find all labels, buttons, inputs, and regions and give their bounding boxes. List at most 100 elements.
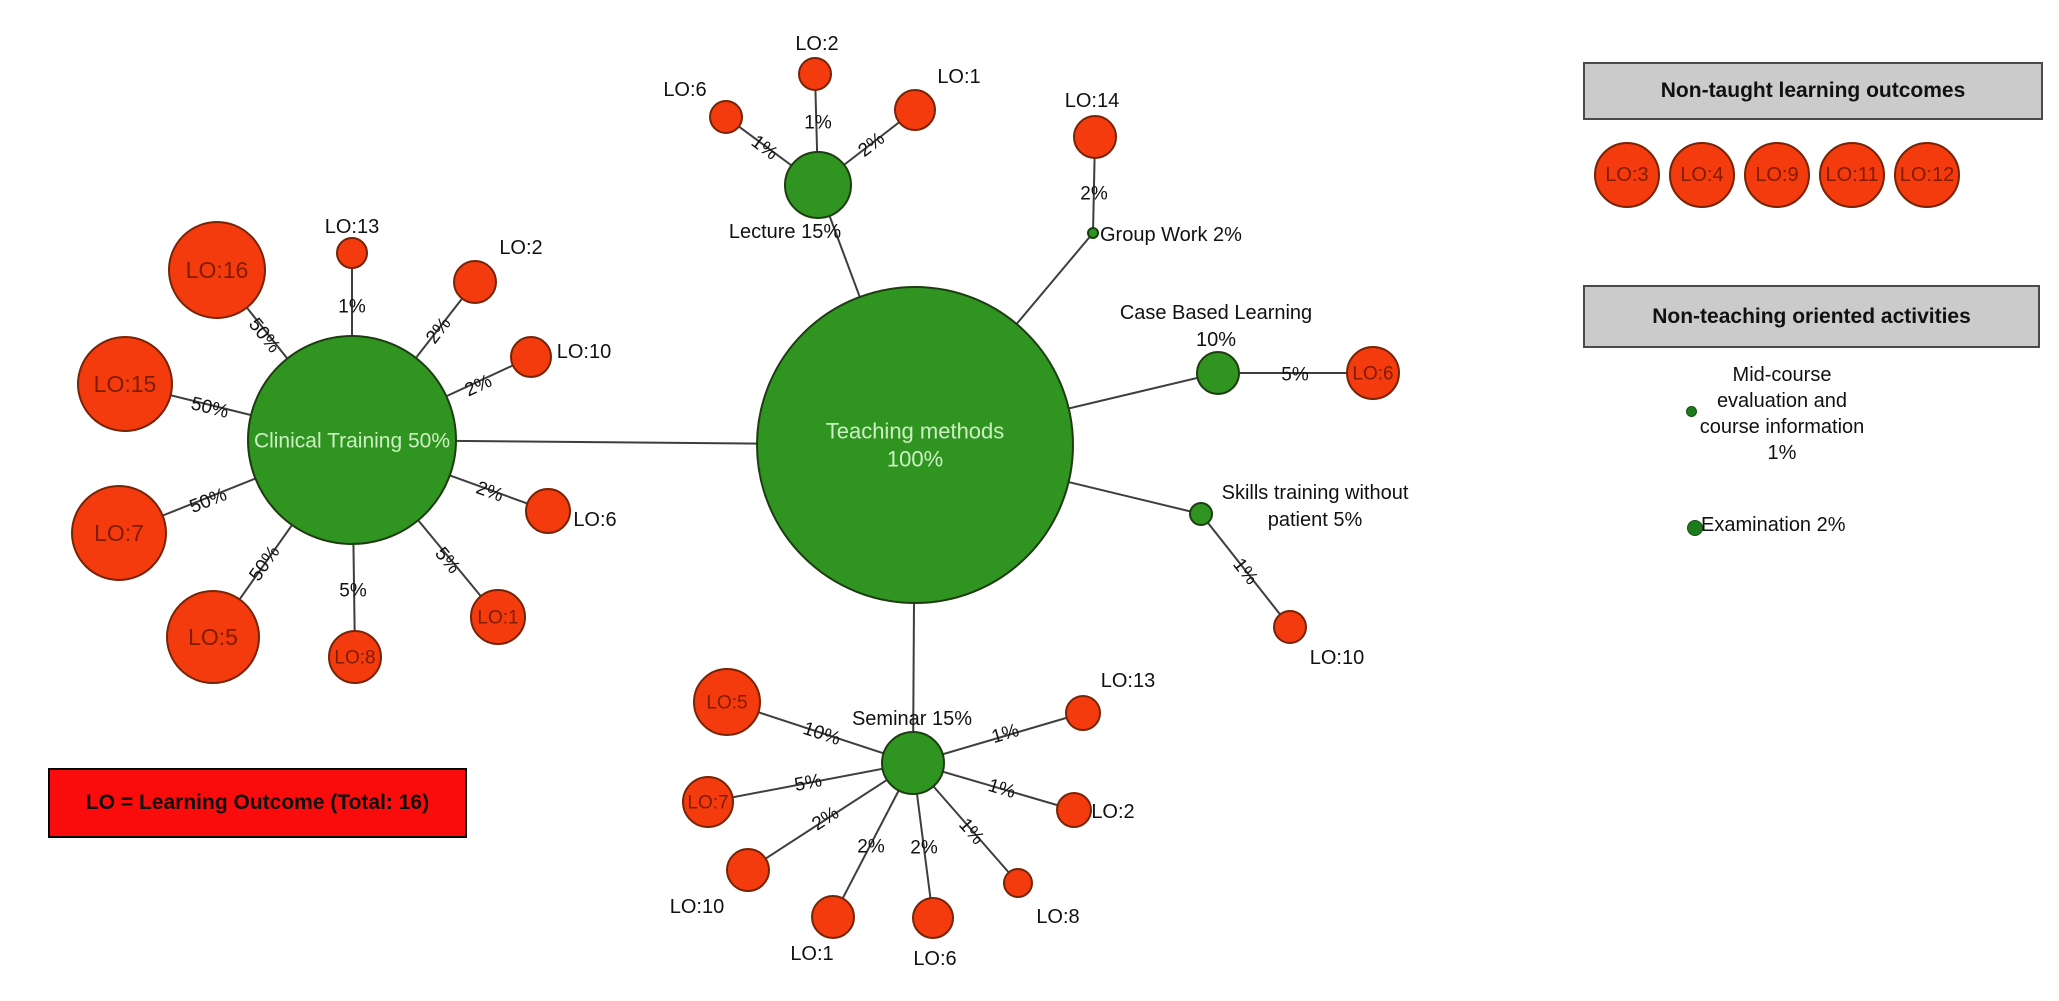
lo-node-m10 — [726, 848, 770, 892]
edge-label-seminar-m6: 2% — [910, 838, 938, 859]
non-teaching-activities-title: Non-teaching oriented activities — [1652, 304, 1971, 328]
lo-node-m7 — [682, 776, 734, 828]
lo-note-box: LO = Learning Outcome (Total: 16) — [48, 768, 467, 838]
legend-lo-lo-3: LO:3 — [1594, 142, 1660, 208]
node-label-c8: LO:8 — [334, 648, 375, 669]
method-node-cbl — [1196, 351, 1240, 395]
method-node-lecture — [784, 151, 852, 219]
lo-note-text: LO = Learning Outcome (Total: 16) — [85, 791, 430, 814]
node-label-c10: LO:10 — [557, 341, 611, 363]
edge-label-clinical-c13: 1% — [338, 297, 366, 318]
node-label-l1: LO:1 — [937, 66, 980, 88]
node-label-teaching: Teaching methods — [826, 419, 1005, 444]
edge-label-cbl-b6: 5% — [1281, 365, 1309, 386]
edge-skills-s10 — [1200, 513, 1291, 628]
lo-node-c1 — [470, 589, 526, 645]
node-label-c1: LO:1 — [477, 608, 518, 629]
node-label-skills: patient 5% — [1268, 509, 1363, 531]
lo-node-c2 — [453, 260, 497, 304]
lo-node-c5 — [166, 590, 260, 684]
method-node-groupwork — [1087, 227, 1099, 239]
examination-dot — [1687, 520, 1703, 536]
non-taught-outcomes-title: Non-taught learning outcomes — [1660, 79, 1966, 102]
legend-lo-lo-9: LO:9 — [1744, 142, 1810, 208]
edge-label-seminar-m10: 2% — [808, 803, 843, 836]
legend-lo-lo-11: LO:11 — [1819, 142, 1885, 208]
non-taught-lo-row: LO:3 LO:4 LO:9 LO:11 LO:12 — [1594, 142, 1960, 208]
edge-label-clinical-c1: 5% — [430, 543, 464, 578]
edge-label-groupwork-g14: 2% — [1080, 184, 1108, 205]
node-label-m2: LO:2 — [1091, 801, 1134, 823]
lo-node-c15 — [77, 336, 173, 432]
method-node-skills — [1189, 502, 1213, 526]
node-label-m6: LO:6 — [913, 948, 956, 970]
node-label-m1: LO:1 — [790, 943, 833, 965]
node-label-c13: LO:13 — [325, 216, 379, 238]
lo-node-l1 — [894, 89, 936, 131]
lo-node-c16 — [168, 221, 266, 319]
lo-node-m2 — [1056, 792, 1092, 828]
lo-node-b6 — [1346, 346, 1400, 400]
lo-node-g14 — [1073, 115, 1117, 159]
node-label-c5: LO:5 — [188, 624, 238, 650]
examination-label: Examination 2% — [1701, 514, 1846, 536]
lo-node-m5 — [693, 668, 761, 736]
node-label-m8: LO:8 — [1036, 906, 1079, 928]
edge-label-seminar-m7: 5% — [793, 770, 824, 796]
node-label-c6: LO:6 — [573, 509, 616, 531]
method-node-seminar — [881, 731, 945, 795]
lo-node-c8 — [328, 630, 382, 684]
edge-label-seminar-m2: 1% — [986, 775, 1018, 803]
node-label-m10: LO:10 — [670, 896, 724, 918]
midcourse-line-3: course information — [1699, 416, 1865, 438]
node-label-m5: LO:5 — [706, 693, 747, 714]
lo-node-c6 — [525, 488, 571, 534]
lo-node-c13 — [336, 237, 368, 269]
midcourse-label: Mid-course evaluation and course informa… — [1672, 362, 1892, 466]
node-label-c7: LO:7 — [94, 520, 144, 546]
node-label-m13: LO:13 — [1101, 670, 1155, 692]
node-label-g14: LO:14 — [1065, 90, 1119, 112]
node-label-cbl: 10% — [1196, 329, 1236, 351]
node-label-seminar: Seminar 15% — [852, 708, 972, 730]
edge-label-seminar-m1: 2% — [857, 837, 885, 858]
method-node-teaching — [756, 286, 1074, 604]
method-node-clinical — [247, 335, 457, 545]
node-label-m7: LO:7 — [687, 793, 728, 814]
edge-label-clinical-c16: 50% — [244, 314, 284, 357]
lo-node-m6 — [912, 897, 954, 939]
node-label-b6: LO:6 — [1352, 364, 1393, 385]
midcourse-line-2: evaluation and — [1716, 390, 1848, 412]
lo-node-l2 — [798, 57, 832, 91]
lo-node-c7 — [71, 485, 167, 581]
node-label-c2: LO:2 — [499, 237, 542, 259]
node-label-clinical: Clinical Training 50% — [254, 429, 450, 452]
node-label-groupwork: Group Work 2% — [1100, 224, 1242, 246]
lo-node-m1 — [811, 895, 855, 939]
node-label-teaching: 100% — [887, 447, 943, 472]
lo-node-m8 — [1003, 868, 1033, 898]
node-label-cbl: Case Based Learning — [1120, 302, 1312, 324]
node-label-l6: LO:6 — [663, 79, 706, 101]
lo-node-m13 — [1065, 695, 1101, 731]
legend-lo-lo-4: LO:4 — [1669, 142, 1735, 208]
node-label-skills: Skills training without — [1222, 482, 1409, 504]
lo-node-s10 — [1273, 610, 1307, 644]
edge-label-seminar-m5: 10% — [800, 718, 843, 750]
node-label-lecture: Lecture 15% — [729, 221, 842, 243]
node-label-c15: LO:15 — [94, 371, 157, 397]
edge-label-seminar-m13: 1% — [989, 720, 1021, 748]
edge-label-clinical-c15: 50% — [189, 393, 231, 423]
lo-node-c10 — [510, 336, 552, 378]
midcourse-dot — [1686, 406, 1697, 417]
node-label-s10: LO:10 — [1310, 647, 1364, 669]
edge-label-clinical-c6: 2% — [473, 478, 506, 507]
midcourse-line-1: Mid-course — [1732, 364, 1832, 386]
legend-lo-lo-12: LO:12 — [1894, 142, 1960, 208]
non-taught-outcomes-panel: Non-taught learning outcomes — [1583, 62, 2043, 120]
non-teaching-activities-panel: Non-teaching oriented activities — [1583, 285, 2040, 348]
midcourse-line-4: 1% — [1767, 442, 1797, 464]
edge-seminar-m7 — [707, 762, 914, 803]
node-label-c16: LO:16 — [186, 257, 249, 283]
